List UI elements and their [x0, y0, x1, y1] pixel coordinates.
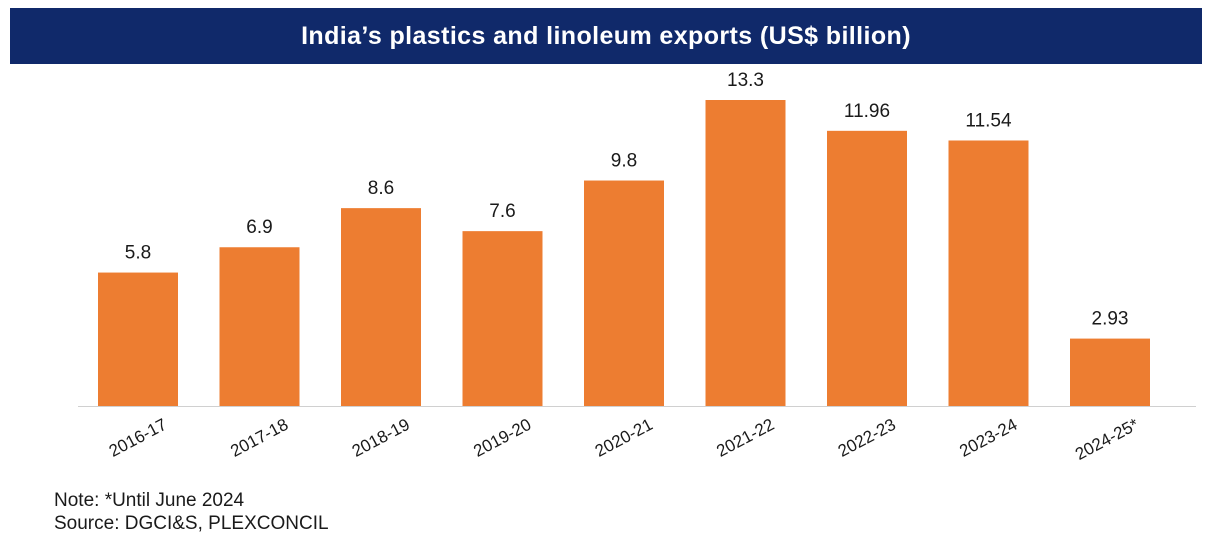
value-label-2017-18: 6.9: [246, 217, 272, 238]
x-tick-label-2020-21: 2020-21: [592, 415, 656, 461]
value-label-2021-22: 13.3: [727, 70, 764, 91]
x-tick-label-2024-25*: 2024-25*: [1072, 415, 1142, 464]
bar-2024-25*: [1070, 338, 1150, 406]
value-label-2019-20: 7.6: [489, 201, 515, 222]
source-text: Source: DGCI&S, PLEXCONCIL: [54, 513, 329, 534]
note-text: Note: *Until June 2024: [54, 490, 245, 511]
value-label-2022-23: 11.96: [844, 101, 890, 122]
bar-2017-18: [219, 247, 300, 406]
bar-2021-22: [705, 100, 786, 406]
bar-2020-21: [584, 180, 664, 406]
bar-chart: 5.8 6.9 8.6 7.6 9.8 13.3 11.96 11.54 2.93 2016-1…: [78, 70, 1196, 464]
value-label-2016-17: 5.8: [125, 243, 151, 264]
x-tick-label-2019-20: 2019-20: [470, 415, 534, 461]
bar-2016-17: [98, 272, 178, 406]
chart-title-bar: India’s plastics and linoleum exports (U…: [10, 8, 1202, 64]
bar-2019-20: [462, 231, 543, 406]
x-tick-label-2016-17: 2016-17: [106, 415, 170, 461]
bar-2023-24: [948, 140, 1029, 407]
x-tick-label-2017-18: 2017-18: [227, 415, 291, 461]
value-label-2023-24: 11.54: [965, 110, 1012, 131]
footnotes: Note: *Until June 2024 Source: DGCI&S, P…: [54, 489, 329, 535]
value-label-group: 5.8 6.9 8.6 7.6 9.8 13.3 11.96 11.54 2.93: [125, 70, 1129, 330]
bar-group: [98, 100, 1150, 407]
value-label-2024-25*: 2.93: [1092, 309, 1129, 330]
x-tick-label-2021-22: 2021-22: [713, 415, 777, 461]
value-label-2018-19: 8.6: [368, 178, 394, 199]
x-tick-label-2018-19: 2018-19: [349, 415, 413, 461]
x-tick-label-group: 2016-17 2017-18 2018-19 2019-20 2020-21 2021-…: [106, 415, 1142, 464]
bar-2022-23: [827, 130, 907, 406]
chart-title: India’s plastics and linoleum exports (U…: [301, 21, 911, 50]
bar-2018-19: [341, 208, 421, 406]
x-tick-label-2023-24: 2023-24: [956, 415, 1020, 461]
x-tick-label-2022-23: 2022-23: [835, 415, 899, 461]
value-label-2020-21: 9.8: [611, 151, 637, 172]
